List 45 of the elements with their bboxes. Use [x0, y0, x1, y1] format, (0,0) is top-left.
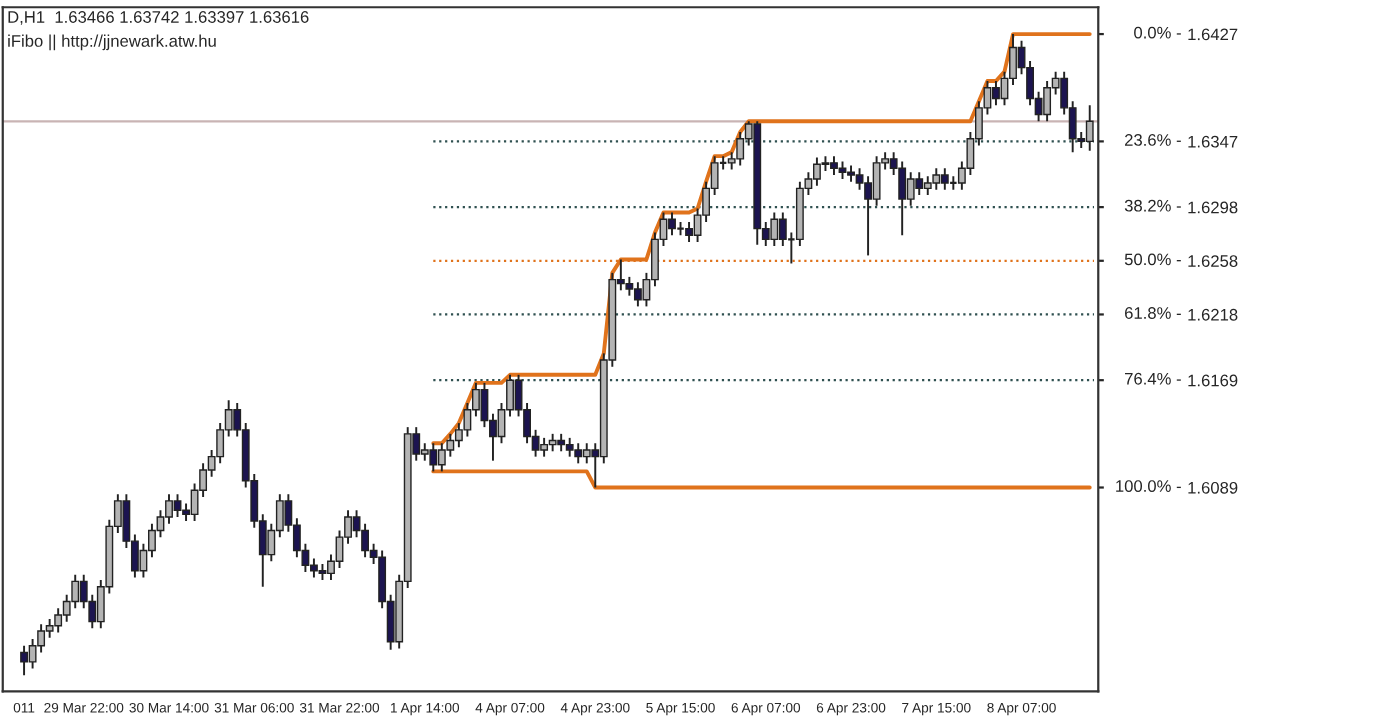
candlestick: [540, 436, 549, 458]
candlestick: [1085, 104, 1094, 152]
candlestick: [437, 442, 446, 473]
line-series: [431, 32, 1092, 446]
candlestick: [54, 607, 63, 634]
candlestick: [812, 156, 821, 187]
y-tick-label: 1.6347: [1188, 135, 1238, 148]
candlestick: [915, 171, 924, 197]
y-tick-label: 1.6169: [1188, 374, 1238, 387]
y-tick-label: 1.6218: [1188, 308, 1238, 321]
candlestick: [992, 80, 1000, 107]
candlestick: [770, 211, 779, 247]
text: 50.0% -: [1124, 253, 1181, 266]
candlestick: [165, 493, 173, 525]
candlestick: [565, 436, 574, 458]
text: 76.4% -: [1125, 372, 1181, 385]
candlestick: [582, 442, 591, 465]
candlestick: [830, 155, 838, 176]
candlestick: [906, 171, 915, 207]
chart-title: D,H1 1.63466 1.63742 1.63397 1.63616: [8, 11, 309, 25]
candlestick: [668, 211, 676, 237]
y-tick-label: 1.6089: [1188, 481, 1238, 494]
text: iFibo || http://jjnewark.atw.hu: [8, 34, 216, 51]
candlestick: [429, 442, 438, 473]
candlestick: [309, 557, 318, 579]
text: 0.0% -: [1134, 26, 1181, 39]
candlestick: [948, 175, 958, 191]
text: 23.6% -: [1125, 134, 1181, 146]
y-tick-label: 1.6427: [1188, 28, 1238, 41]
candlestick: [923, 175, 932, 197]
candlestick: [1043, 80, 1052, 123]
text: 38.2% -: [1124, 199, 1181, 212]
candlestick: [173, 493, 182, 518]
candlestick: [932, 167, 941, 191]
text: 100.0% -: [1116, 480, 1181, 492]
candlestick: [736, 131, 745, 167]
candlestick: [574, 442, 583, 465]
candlestick: [940, 167, 949, 191]
candlestick: [872, 155, 881, 207]
candlestick: [898, 160, 907, 237]
text: 61.8% -: [1125, 307, 1181, 319]
candlestick: [633, 281, 642, 308]
y-tick-label: 1.6298: [1188, 201, 1238, 214]
y-tick-label: 1.6258: [1188, 255, 1238, 267]
candlestick: [20, 644, 29, 677]
